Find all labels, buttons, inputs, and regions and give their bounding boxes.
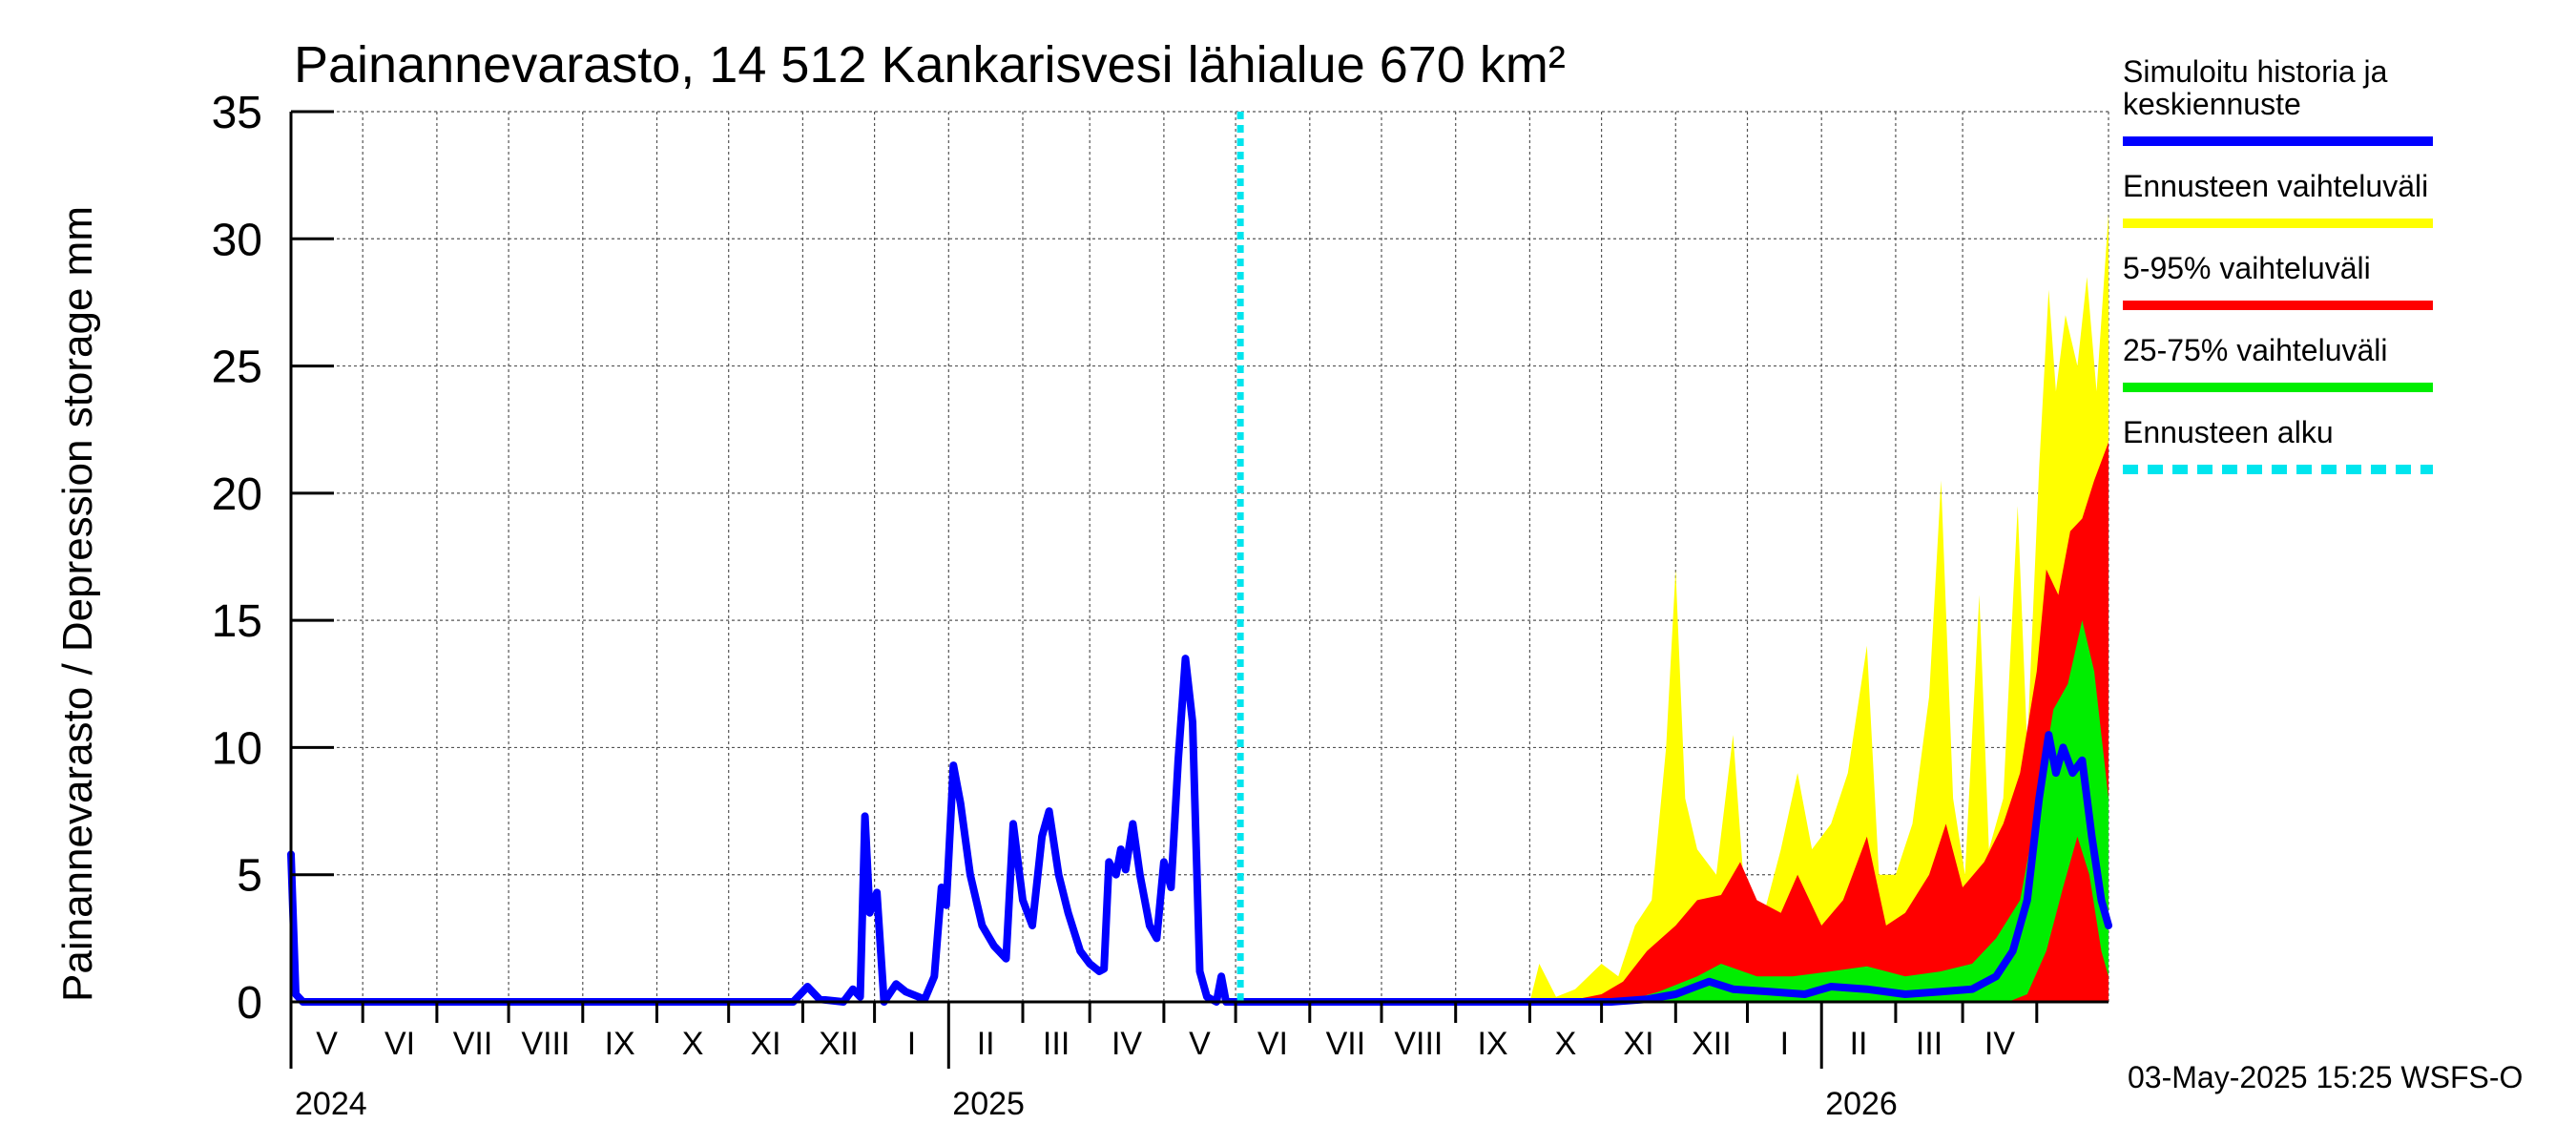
band-3 xyxy=(1240,620,2109,1002)
month-label: XII xyxy=(819,1026,859,1062)
y-tick-label: 0 xyxy=(237,978,262,1029)
legend-label-5: Ennusteen alku xyxy=(2123,415,2334,449)
band-1 xyxy=(1240,213,2109,1003)
year-label: 2024 xyxy=(295,1086,367,1122)
month-label: II xyxy=(977,1026,995,1062)
series-lines xyxy=(287,655,2112,1006)
legend-label-2: Ennusteen vaihteluväli xyxy=(2123,169,2428,203)
month-label: I xyxy=(907,1026,916,1062)
legend-label-4: 25-75% vaihteluväli xyxy=(2123,333,2388,367)
month-label: VI xyxy=(1257,1026,1288,1062)
month-label: VI xyxy=(384,1026,415,1062)
chart-title: Painannevarasto, 14 512 Kankarisvesi läh… xyxy=(294,36,1566,94)
month-label: VII xyxy=(1326,1026,1366,1062)
legend-label-3: 5-95% vaihteluväli xyxy=(2123,251,2371,285)
month-label: VIII xyxy=(521,1026,570,1062)
month-label: V xyxy=(316,1026,338,1062)
y-tick-label: 30 xyxy=(212,215,262,265)
month-label: XI xyxy=(1623,1026,1653,1062)
month-label: III xyxy=(1043,1026,1070,1062)
month-label: VIII xyxy=(1394,1026,1443,1062)
month-label: IX xyxy=(605,1026,635,1062)
month-label: II xyxy=(1850,1026,1868,1062)
y-tick-label: 35 xyxy=(212,88,262,138)
month-label: IV xyxy=(1984,1026,2015,1062)
y-tick-label: 25 xyxy=(212,343,262,393)
y-tick-label: 5 xyxy=(237,851,262,902)
year-label: 2025 xyxy=(952,1086,1025,1122)
month-label: IX xyxy=(1477,1026,1507,1062)
month-label: III xyxy=(1916,1026,1942,1062)
month-label: IV xyxy=(1111,1026,1142,1062)
y-tick-label: 10 xyxy=(212,723,262,774)
x-tick-labels: V VI VII VIII IX X XI XII I II III IV V VI VII VIII IX X X… xyxy=(295,1026,2015,1122)
legend-label-1: Simuloitu historia ja xyxy=(2123,54,2388,89)
month-label: XI xyxy=(750,1026,780,1062)
forecast-bands xyxy=(1240,213,2109,1003)
legend-label-1: keskiennuste xyxy=(2123,87,2301,121)
y-tick-labels: 0 5 10 15 20 25 30 35 xyxy=(212,88,262,1029)
y-tick-label: 15 xyxy=(212,596,262,647)
y-axis-label: Painannevarasto / Depression storage mm xyxy=(54,206,101,1002)
month-label: X xyxy=(682,1026,704,1062)
year-label: 2026 xyxy=(1825,1086,1898,1122)
axes xyxy=(289,110,2109,1069)
month-label: X xyxy=(1555,1026,1577,1062)
month-label: XII xyxy=(1692,1026,1732,1062)
timestamp: 03-May-2025 15:25 WSFS-O xyxy=(2128,1060,2523,1094)
month-label: I xyxy=(1780,1026,1789,1062)
month-label: VII xyxy=(453,1026,493,1062)
y-tick-label: 20 xyxy=(212,469,262,520)
month-label: V xyxy=(1189,1026,1211,1062)
series-line-1 xyxy=(287,655,2112,1006)
